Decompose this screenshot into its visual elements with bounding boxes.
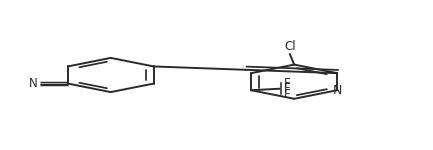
Text: F: F [284, 82, 290, 95]
Text: F: F [284, 88, 290, 101]
Text: Cl: Cl [284, 40, 296, 53]
Text: N: N [29, 77, 38, 90]
Text: N: N [333, 84, 342, 97]
Text: F: F [284, 77, 290, 90]
